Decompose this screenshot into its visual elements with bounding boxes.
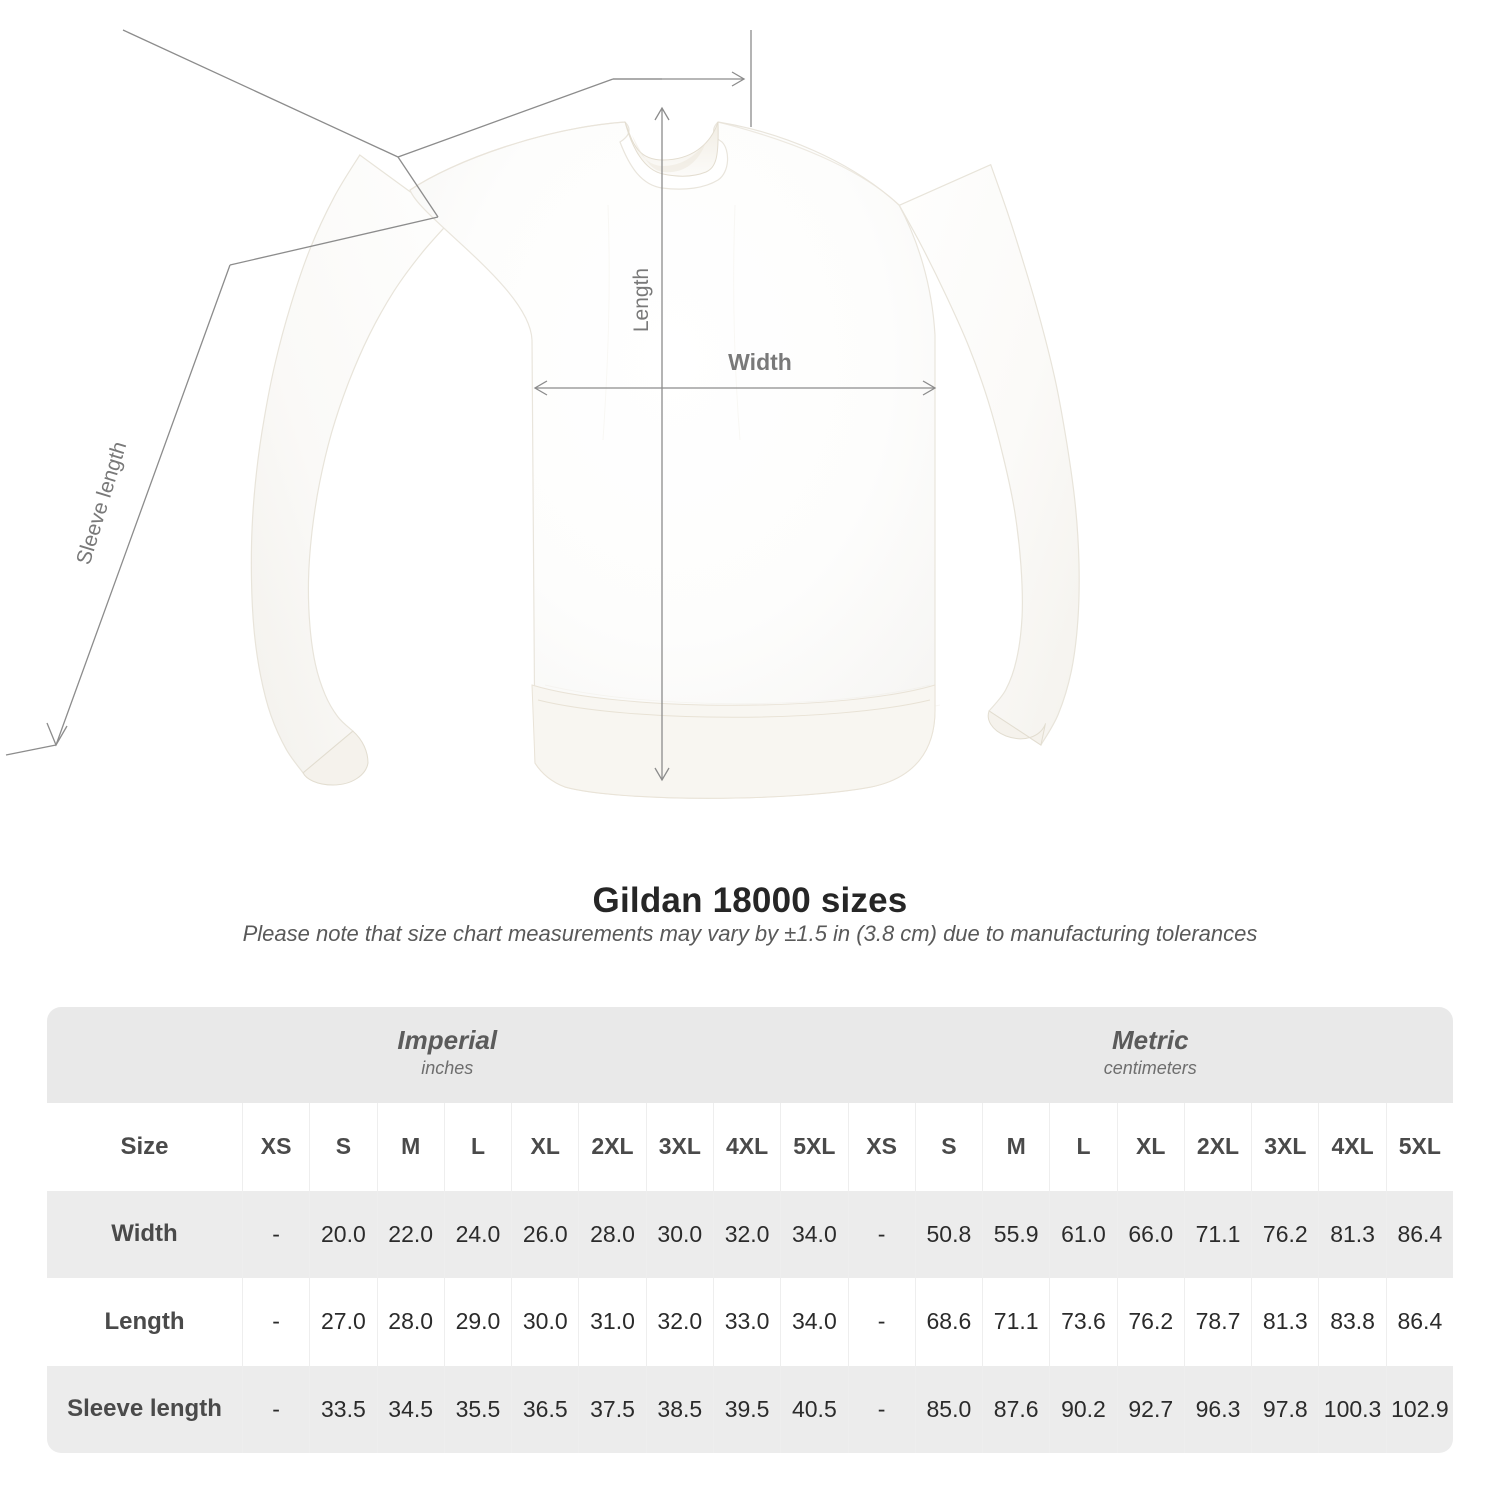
svg-text:Length: Length xyxy=(630,268,653,332)
svg-text:Width: Width xyxy=(728,349,792,375)
svg-text:Sleeve length: Sleeve length xyxy=(72,439,131,567)
